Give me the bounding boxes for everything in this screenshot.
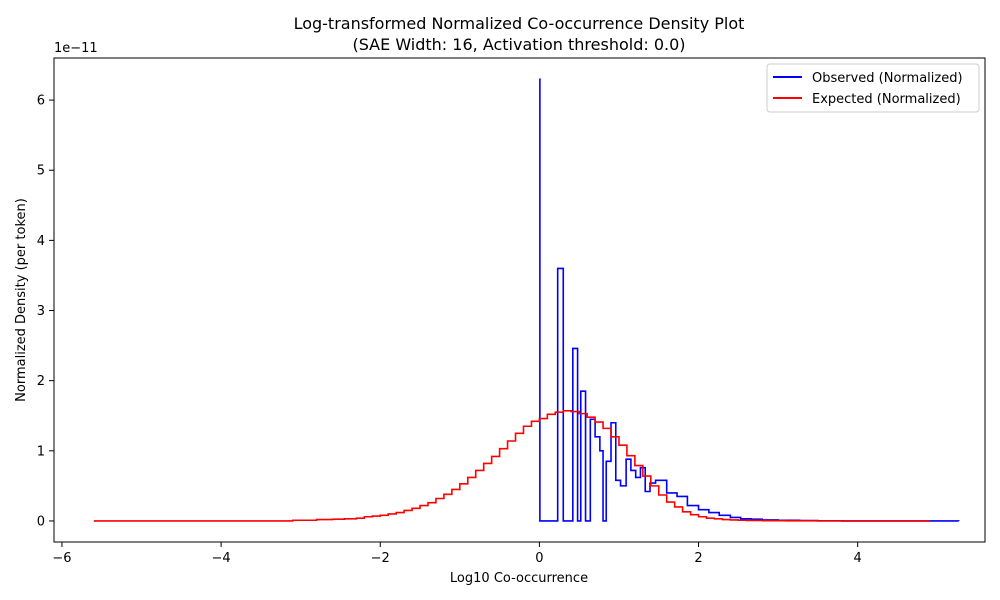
legend-label-expected: Expected (Normalized): [812, 92, 961, 107]
legend: Observed (Normalized) Expected (Normaliz…: [766, 63, 980, 113]
x-axis: −6 −4 −2 0 2 4: [52, 542, 862, 566]
y-tick-label: 2: [37, 374, 45, 389]
x-tick-label: −6: [52, 551, 71, 566]
chart-title: Log-transformed Normalized Co-occurrence…: [294, 14, 745, 33]
y-tick-label: 4: [37, 234, 45, 249]
y-tick-label: 6: [37, 94, 45, 109]
y-tick-label: 5: [37, 164, 45, 179]
x-tick-label: 0: [535, 551, 543, 566]
y-tick-label: 1: [37, 444, 45, 459]
plot-area: [93, 78, 960, 522]
legend-box: [766, 63, 980, 113]
y-axis-label: Normalized Density (per token): [14, 198, 29, 402]
y-tick-label: 3: [37, 304, 45, 319]
plot-frame: [53, 57, 986, 543]
y-tick-label: 0: [37, 514, 45, 529]
x-axis-label: Log10 Co-occurrence: [450, 571, 588, 586]
chart-subtitle: (SAE Width: 16, Activation threshold: 0.…: [352, 35, 685, 54]
x-tick-label: 4: [854, 551, 862, 566]
y-axis: 0 1 2 3 4 5 6: [37, 94, 54, 529]
x-tick-label: −4: [212, 551, 231, 566]
y-offset-text: 1e−11: [54, 41, 98, 56]
legend-label-observed: Observed (Normalized): [812, 71, 963, 86]
x-tick-label: −2: [371, 551, 390, 566]
series-line-expected: [93, 410, 931, 522]
x-tick-label: 2: [694, 551, 702, 566]
series-line-observed: [539, 78, 960, 522]
